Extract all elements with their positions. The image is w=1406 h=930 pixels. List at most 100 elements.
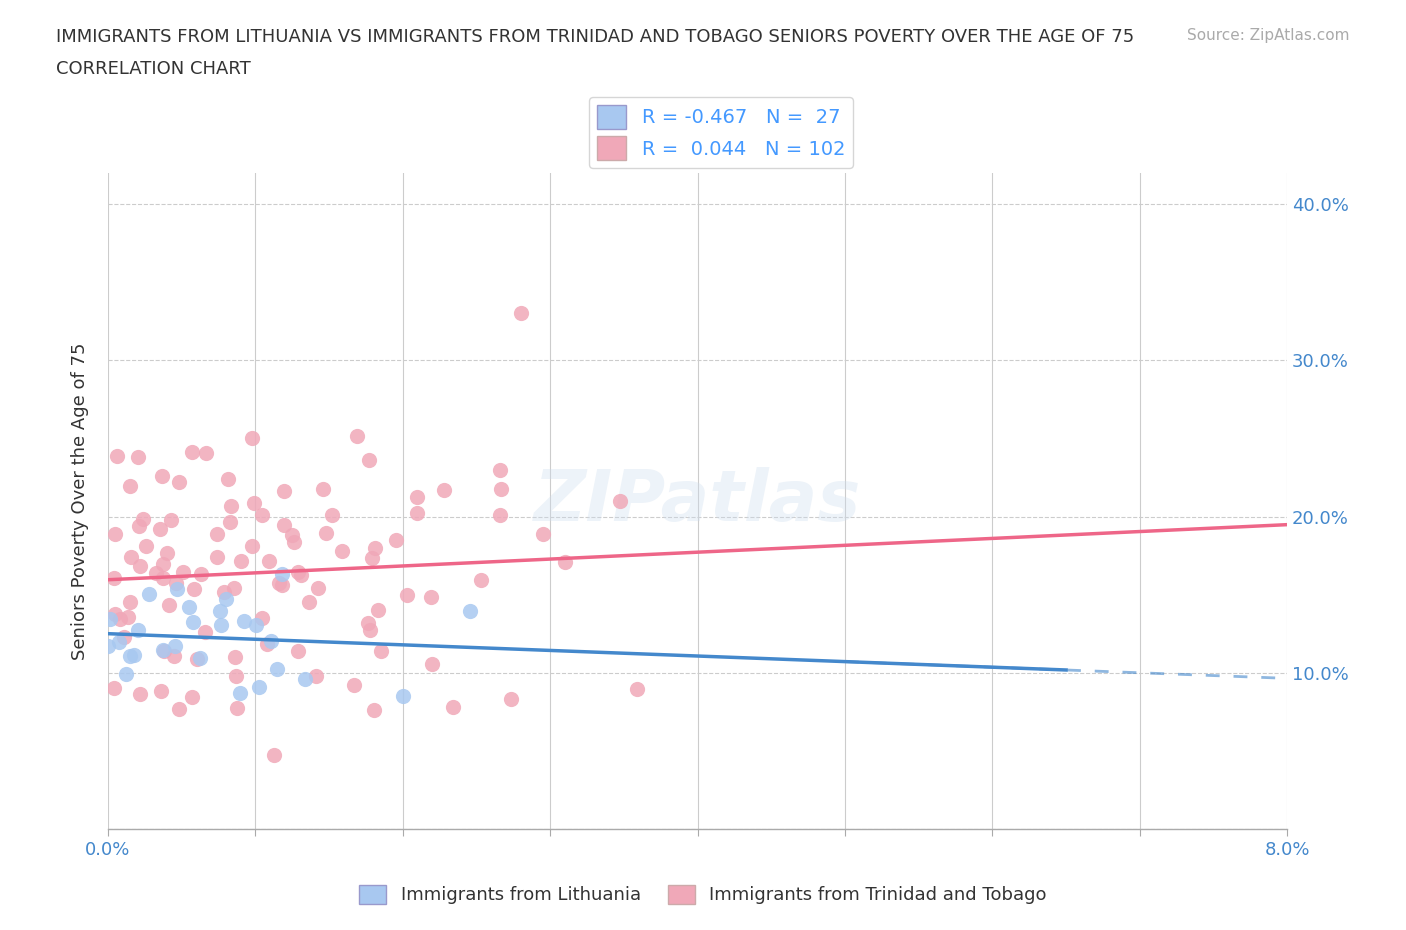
Point	[364, 541, 387, 556]
Point	[117, 609, 139, 624]
Point	[188, 650, 211, 665]
Point	[233, 613, 256, 628]
Point	[250, 508, 273, 523]
Point	[190, 567, 212, 582]
Point	[165, 638, 187, 653]
Point	[152, 643, 174, 658]
Point	[195, 445, 218, 460]
Point	[256, 636, 278, 651]
Point	[287, 565, 309, 579]
Point	[312, 482, 335, 497]
Point	[554, 554, 576, 569]
Point	[145, 565, 167, 580]
Point	[307, 581, 329, 596]
Point	[509, 306, 531, 321]
Point	[343, 677, 366, 692]
Point	[128, 519, 150, 534]
Point	[266, 661, 288, 676]
Point	[243, 495, 266, 510]
Point	[115, 666, 138, 681]
Point	[260, 633, 283, 648]
Point	[357, 453, 380, 468]
Point	[122, 647, 145, 662]
Point	[152, 571, 174, 586]
Y-axis label: Seniors Poverty Over the Age of 75: Seniors Poverty Over the Age of 75	[72, 342, 89, 659]
Point	[104, 526, 127, 541]
Point	[118, 479, 141, 494]
Point	[367, 603, 389, 618]
Point	[252, 611, 274, 626]
Point	[157, 597, 180, 612]
Point	[132, 512, 155, 527]
Point	[183, 581, 205, 596]
Point	[287, 644, 309, 658]
Point	[153, 644, 176, 658]
Point	[298, 594, 321, 609]
Point	[315, 525, 337, 540]
Point	[346, 429, 368, 444]
Point	[135, 538, 157, 553]
Point	[245, 618, 267, 632]
Point	[208, 604, 231, 618]
Text: Source: ZipAtlas.com: Source: ZipAtlas.com	[1187, 28, 1350, 43]
Point	[218, 514, 240, 529]
Point	[531, 526, 554, 541]
Point	[112, 629, 135, 644]
Point	[406, 505, 429, 520]
Point	[357, 616, 380, 631]
Point	[103, 681, 125, 696]
Point	[224, 649, 246, 664]
Point	[458, 604, 481, 618]
Point	[257, 553, 280, 568]
Point	[104, 607, 127, 622]
Point	[127, 450, 149, 465]
Point	[212, 584, 235, 599]
Point	[156, 546, 179, 561]
Point	[305, 669, 328, 684]
Point	[169, 474, 191, 489]
Point	[129, 686, 152, 701]
Point	[229, 553, 252, 568]
Point	[405, 489, 427, 504]
Point	[103, 571, 125, 586]
Point	[359, 622, 381, 637]
Point	[391, 688, 413, 703]
Point	[219, 498, 242, 513]
Point	[172, 565, 194, 579]
Point	[110, 612, 132, 627]
Point	[271, 578, 294, 592]
Point	[283, 535, 305, 550]
Point	[163, 649, 186, 664]
Point	[149, 522, 172, 537]
Point	[419, 590, 441, 604]
Point	[215, 592, 238, 607]
Point	[626, 682, 648, 697]
Point	[240, 431, 263, 445]
Point	[179, 599, 201, 614]
Point	[363, 702, 385, 717]
Point	[332, 543, 354, 558]
Point	[207, 526, 229, 541]
Point	[489, 463, 512, 478]
Point	[108, 634, 131, 649]
Point	[294, 671, 316, 686]
Point	[129, 559, 152, 574]
Point	[240, 538, 263, 553]
Point	[470, 573, 492, 588]
Text: IMMIGRANTS FROM LITHUANIA VS IMMIGRANTS FROM TRINIDAD AND TOBAGO SENIORS POVERTY: IMMIGRANTS FROM LITHUANIA VS IMMIGRANTS …	[56, 28, 1135, 46]
Point	[225, 669, 247, 684]
Point	[105, 449, 128, 464]
Point	[229, 685, 252, 700]
Point	[433, 483, 456, 498]
Point	[281, 528, 304, 543]
Point	[489, 482, 512, 497]
Point	[127, 622, 149, 637]
Point	[247, 680, 270, 695]
Point	[120, 550, 142, 565]
Point	[209, 618, 232, 632]
Point	[273, 517, 295, 532]
Point	[97, 638, 120, 653]
Point	[609, 494, 631, 509]
Text: CORRELATION CHART: CORRELATION CHART	[56, 60, 252, 78]
Point	[194, 624, 217, 639]
